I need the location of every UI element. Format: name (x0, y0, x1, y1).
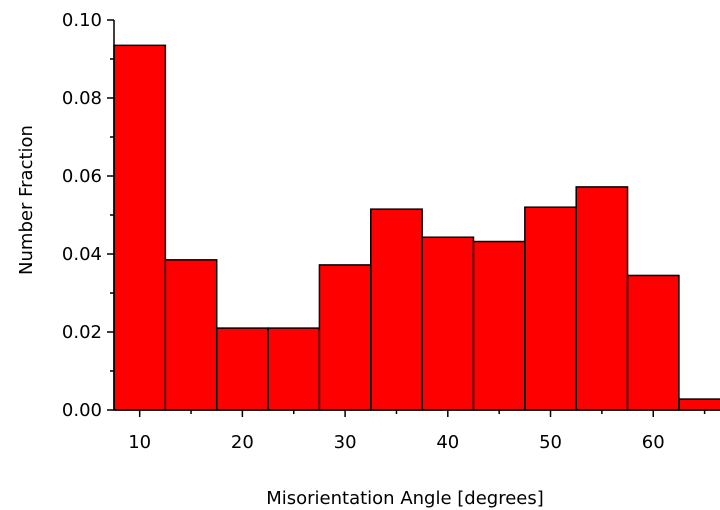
x-tick-label: 40 (436, 432, 459, 453)
x-axis-title: Misorientation Angle [degrees] (266, 488, 544, 509)
y-tick-label: 0.02 (62, 322, 102, 343)
bar-0 (113, 44, 167, 411)
y-tick-label: 0.04 (62, 244, 102, 265)
x-tick-label: 60 (642, 432, 665, 453)
bar-4 (318, 264, 372, 411)
x-tick-label: 20 (231, 432, 254, 453)
bar-5 (370, 208, 423, 411)
bar-7 (472, 240, 526, 411)
ticks: 0.00 0.02 0.04 0.06 0.08 0.10 10 20 30 40 50 60 (62, 10, 706, 453)
bar-9 (575, 186, 629, 411)
bar-2 (215, 327, 269, 411)
y-axis-title: Number Fraction (16, 125, 37, 275)
bar-3 (267, 327, 321, 411)
y-tick-label: 0.10 (62, 10, 102, 31)
y-tick-label: 0.08 (62, 88, 102, 109)
bar-6 (421, 236, 475, 411)
bar-11 (678, 398, 720, 411)
x-tick-label: 10 (128, 432, 151, 453)
bar-1 (164, 259, 218, 411)
bars (113, 44, 720, 411)
bar-8 (524, 206, 577, 411)
x-tick-label: 30 (334, 432, 357, 453)
bar-10 (626, 274, 680, 411)
y-tick-label: 0.06 (62, 166, 102, 187)
x-tick-label: 50 (539, 432, 562, 453)
y-tick-label: 0.00 (62, 400, 102, 421)
